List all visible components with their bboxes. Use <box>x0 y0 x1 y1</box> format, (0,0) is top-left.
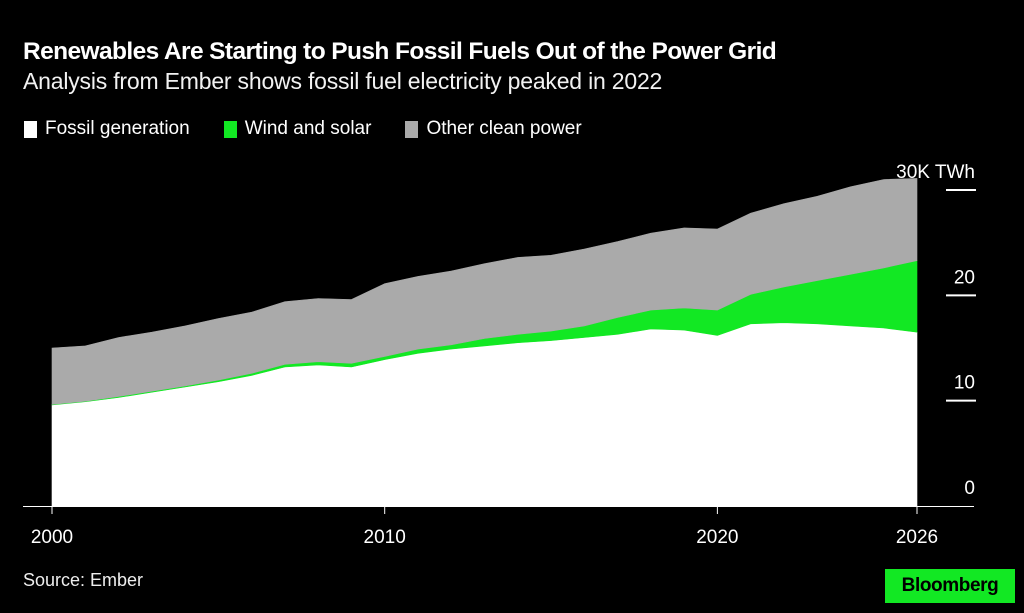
chart-title: Renewables Are Starting to Push Fossil F… <box>23 38 777 65</box>
x-tick-label-2000: 2000 <box>31 527 73 548</box>
x-axis: 2000 2010 2020 2026 <box>23 506 974 548</box>
y-tick-label-30: 30K TWh <box>896 162 975 183</box>
y-tick-label-10: 10 <box>954 373 975 394</box>
legend-item-fossil: Fossil generation <box>24 118 190 140</box>
legend-label-other-clean: Other clean power <box>426 118 582 139</box>
legend-label-wind-solar: Wind and solar <box>244 118 372 139</box>
source-note: Source: Ember <box>23 570 144 590</box>
chart-subtitle: Analysis from Ember shows fossil fuel el… <box>23 68 663 94</box>
legend-swatch-wind-solar <box>223 120 237 138</box>
x-tick-label-2010: 2010 <box>364 527 406 548</box>
area-other-clean-power <box>51 178 918 405</box>
legend-item-wind-solar: Wind and solar <box>223 118 372 140</box>
y-tick-label-0: 0 <box>964 478 975 499</box>
x-tick-label-2020: 2020 <box>696 527 738 548</box>
legend-swatch-fossil <box>24 120 37 138</box>
area-layers <box>51 178 918 507</box>
x-tick-label-2026: 2026 <box>896 527 938 548</box>
legend: Fossil generation Wind and solar Other c… <box>24 118 616 140</box>
legend-swatch-other-clean <box>405 120 419 138</box>
legend-item-other-clean: Other clean power <box>405 118 582 140</box>
y-tick-label-20: 20 <box>954 267 975 288</box>
bloomberg-logo: Bloomberg <box>885 569 1015 603</box>
legend-label-fossil: Fossil generation <box>45 118 190 139</box>
y-axis: 0 10 20 30K TWh <box>896 162 976 499</box>
